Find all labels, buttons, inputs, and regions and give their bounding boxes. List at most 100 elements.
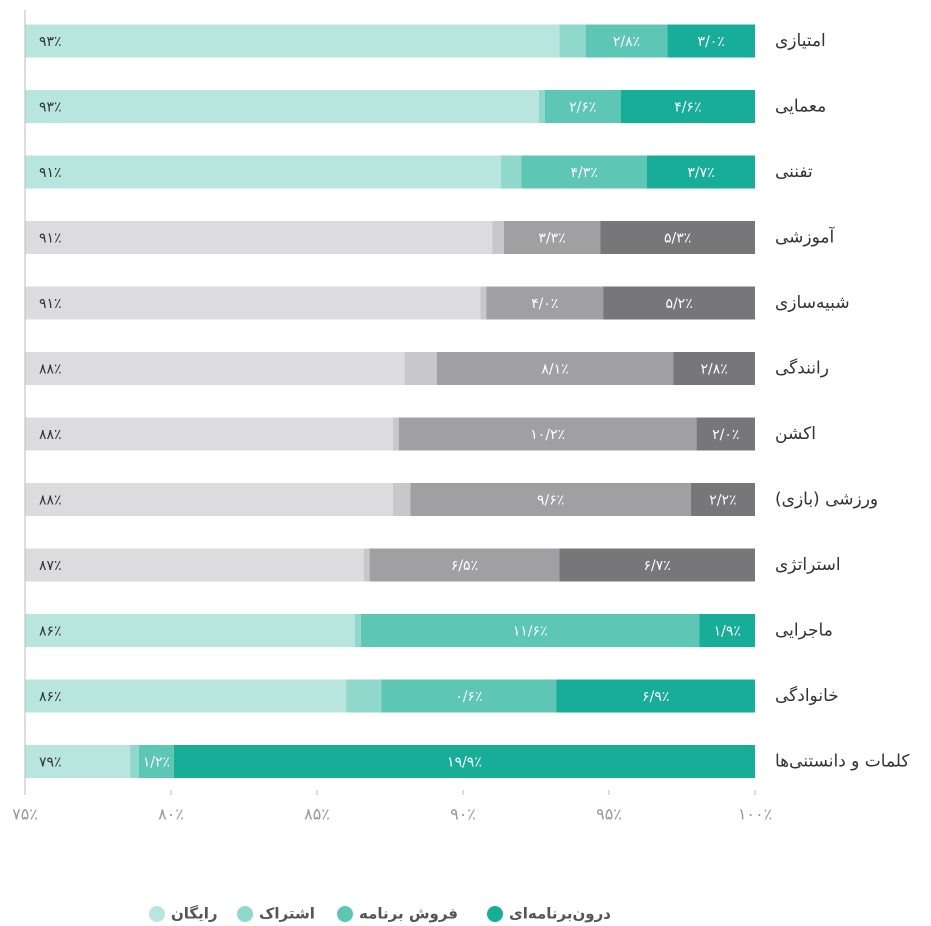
bar-segment	[25, 352, 405, 385]
x-tick-label: ۸۵٪	[304, 805, 330, 824]
category-label: ورزشی (بازی)	[775, 490, 878, 510]
bar-segment	[130, 745, 139, 778]
value-label: ۶/۷٪	[644, 558, 671, 574]
value-label: ۹/۶٪	[537, 493, 564, 509]
bar-segment	[620, 90, 755, 123]
bar-segment	[398, 417, 697, 451]
category-label: اکشن	[775, 424, 816, 444]
value-label: ۹۱٪	[39, 231, 62, 247]
bar-segment	[173, 745, 756, 778]
bar-segment	[556, 679, 755, 713]
value-label: ۱/۲٪	[143, 755, 170, 771]
value-label: ۹۳٪	[39, 34, 62, 50]
bar-segment	[25, 24, 560, 58]
value-label: ۹۳٪	[39, 100, 62, 116]
legend-swatch	[337, 906, 353, 922]
value-label: ۶/۵٪	[451, 558, 478, 574]
bar-segment	[646, 155, 755, 189]
category-label: استراتژی	[775, 555, 841, 575]
bar-segment	[600, 221, 755, 254]
bar-segment	[404, 352, 437, 385]
bar-segment	[392, 417, 399, 451]
value-label: ۱/۹٪	[714, 624, 741, 640]
value-label: ۹۱٪	[39, 165, 62, 181]
value-label: ۸۸٪	[39, 427, 62, 443]
x-tick-label: ۹۵٪	[596, 805, 622, 824]
value-label: ۸۶٪	[39, 624, 62, 640]
bar-segment	[559, 548, 755, 582]
value-label: ۷۹٪	[39, 755, 62, 771]
value-label: ۴/۶٪	[674, 100, 701, 116]
value-label: ۶/۹٪	[642, 689, 669, 705]
value-label: ۸۸٪	[39, 493, 62, 509]
bar-segment	[696, 417, 755, 451]
bar-segment	[521, 155, 647, 189]
bar-segment	[436, 352, 674, 385]
category-label: خانوادگی	[775, 685, 839, 706]
category-label: آموزشی	[775, 226, 836, 248]
value-label: ۴/۰٪	[531, 296, 558, 312]
value-label: ۱۱/۶٪	[513, 624, 548, 640]
bar-segment	[25, 548, 364, 582]
value-label: ۱۰/۲٪	[530, 427, 565, 443]
bar-segment	[544, 90, 621, 123]
legend-swatch	[149, 906, 165, 922]
category-label: تفننی	[775, 162, 813, 182]
legend-label: اشتراک	[259, 905, 315, 923]
value-label: ۳/۰٪	[698, 34, 725, 50]
value-label: ۲/۸٪	[700, 362, 727, 378]
bar-segment	[690, 483, 755, 516]
x-tick-label: ۱۰۰٪	[738, 805, 772, 824]
bar-segment	[25, 614, 355, 647]
x-tick-label: ۹۰٪	[450, 805, 476, 824]
bar-segment	[492, 221, 504, 254]
bar-segment	[480, 286, 487, 320]
value-label: ۱۹/۹٪	[447, 755, 482, 771]
bar-segment	[369, 548, 560, 582]
legend-label: فروش برنامه	[359, 905, 458, 923]
category-label: رانندگی	[775, 358, 829, 379]
bar-segment	[699, 614, 755, 647]
bar-segment	[25, 286, 481, 320]
bar-segment	[360, 614, 700, 647]
category-label: معمایی	[775, 97, 826, 117]
value-label: ۲/۲٪	[709, 493, 736, 509]
value-label: ۳/۷٪	[687, 165, 714, 181]
value-label: ۳/۳٪	[538, 231, 565, 247]
value-label: ۸۸٪	[39, 362, 62, 378]
category-label: شبیه‌سازی	[775, 293, 850, 313]
bar-segment	[25, 745, 131, 778]
bar-segment	[503, 221, 601, 254]
category-label: ماجرایی	[775, 621, 833, 641]
bar-segment	[25, 221, 493, 254]
category-label: کلمات و دانستنی‌ها	[775, 752, 910, 772]
legend-swatch	[237, 906, 253, 922]
bar-segment	[500, 155, 522, 189]
value-label: ۵/۳٪	[664, 231, 691, 247]
value-label: ۵/۲٪	[665, 296, 692, 312]
bar-segment	[410, 483, 691, 516]
value-label: ۸۷٪	[39, 558, 62, 574]
value-label: ۲/۸٪	[613, 34, 640, 50]
legend-label: رایگان	[171, 905, 218, 923]
legend-label: درون‌برنامه‌ای	[509, 905, 611, 923]
bar-segment	[25, 679, 347, 713]
bar-segment	[354, 614, 361, 647]
value-label: ۸/۱٪	[541, 362, 568, 378]
value-label: ۰/۶٪	[455, 689, 482, 705]
bar-segment	[673, 352, 755, 385]
bar-segment	[538, 90, 545, 123]
bar-segment	[25, 155, 501, 189]
value-label: ۸۶٪	[39, 689, 62, 705]
value-label: ۲/۶٪	[569, 100, 596, 116]
bar-segment	[25, 90, 539, 123]
bar-segment	[667, 24, 755, 58]
category-label: امتیازی	[775, 31, 826, 51]
bar-segment	[363, 548, 370, 582]
bar-segment	[25, 417, 393, 451]
bar-segment	[138, 745, 174, 778]
x-tick-label: ۷۵٪	[12, 805, 38, 824]
x-tick-label: ۸۰٪	[158, 805, 184, 824]
value-label: ۲/۰٪	[712, 427, 739, 443]
